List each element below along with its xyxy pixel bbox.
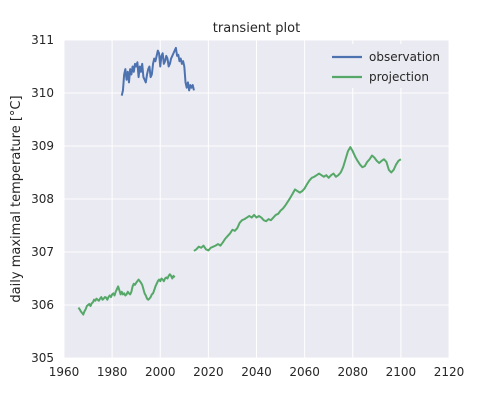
y-tick-label: 305 — [31, 351, 54, 365]
x-tick-label: 2080 — [337, 365, 368, 379]
series-layer — [77, 46, 402, 316]
x-tick-label: 1980 — [97, 365, 128, 379]
series-line-projection-0 — [77, 273, 176, 316]
series-line-observation-0 — [120, 46, 195, 96]
y-tick-label: 310 — [31, 86, 54, 100]
x-tick-label: 2120 — [434, 365, 465, 379]
legend-label-observation: observation — [369, 50, 440, 64]
x-tick-label: 2100 — [386, 365, 417, 379]
grid — [63, 39, 450, 359]
legend: observation projection — [324, 44, 444, 88]
series-line-projection-1 — [193, 146, 402, 252]
legend-box — [324, 44, 444, 88]
x-tick-label: 2060 — [289, 365, 320, 379]
legend-label-projection: projection — [369, 70, 429, 84]
y-tick-label: 306 — [31, 298, 54, 312]
x-tick-label: 2000 — [145, 365, 176, 379]
y-tick-label: 311 — [31, 33, 54, 47]
y-tick-label: 308 — [31, 192, 54, 206]
chart-title: transient plot — [213, 21, 300, 36]
y-tick-label: 309 — [31, 139, 54, 153]
x-tick-label: 2040 — [241, 365, 272, 379]
y-axis-label: daily maximal temperature [°C] — [9, 95, 24, 302]
tick-labels: 1960 1980 2000 2020 2040 2060 2080 2100 2120 305 3… — [31, 33, 464, 379]
y-tick-label: 307 — [31, 245, 54, 259]
x-tick-label: 1960 — [49, 365, 80, 379]
x-tick-label: 2020 — [193, 365, 224, 379]
